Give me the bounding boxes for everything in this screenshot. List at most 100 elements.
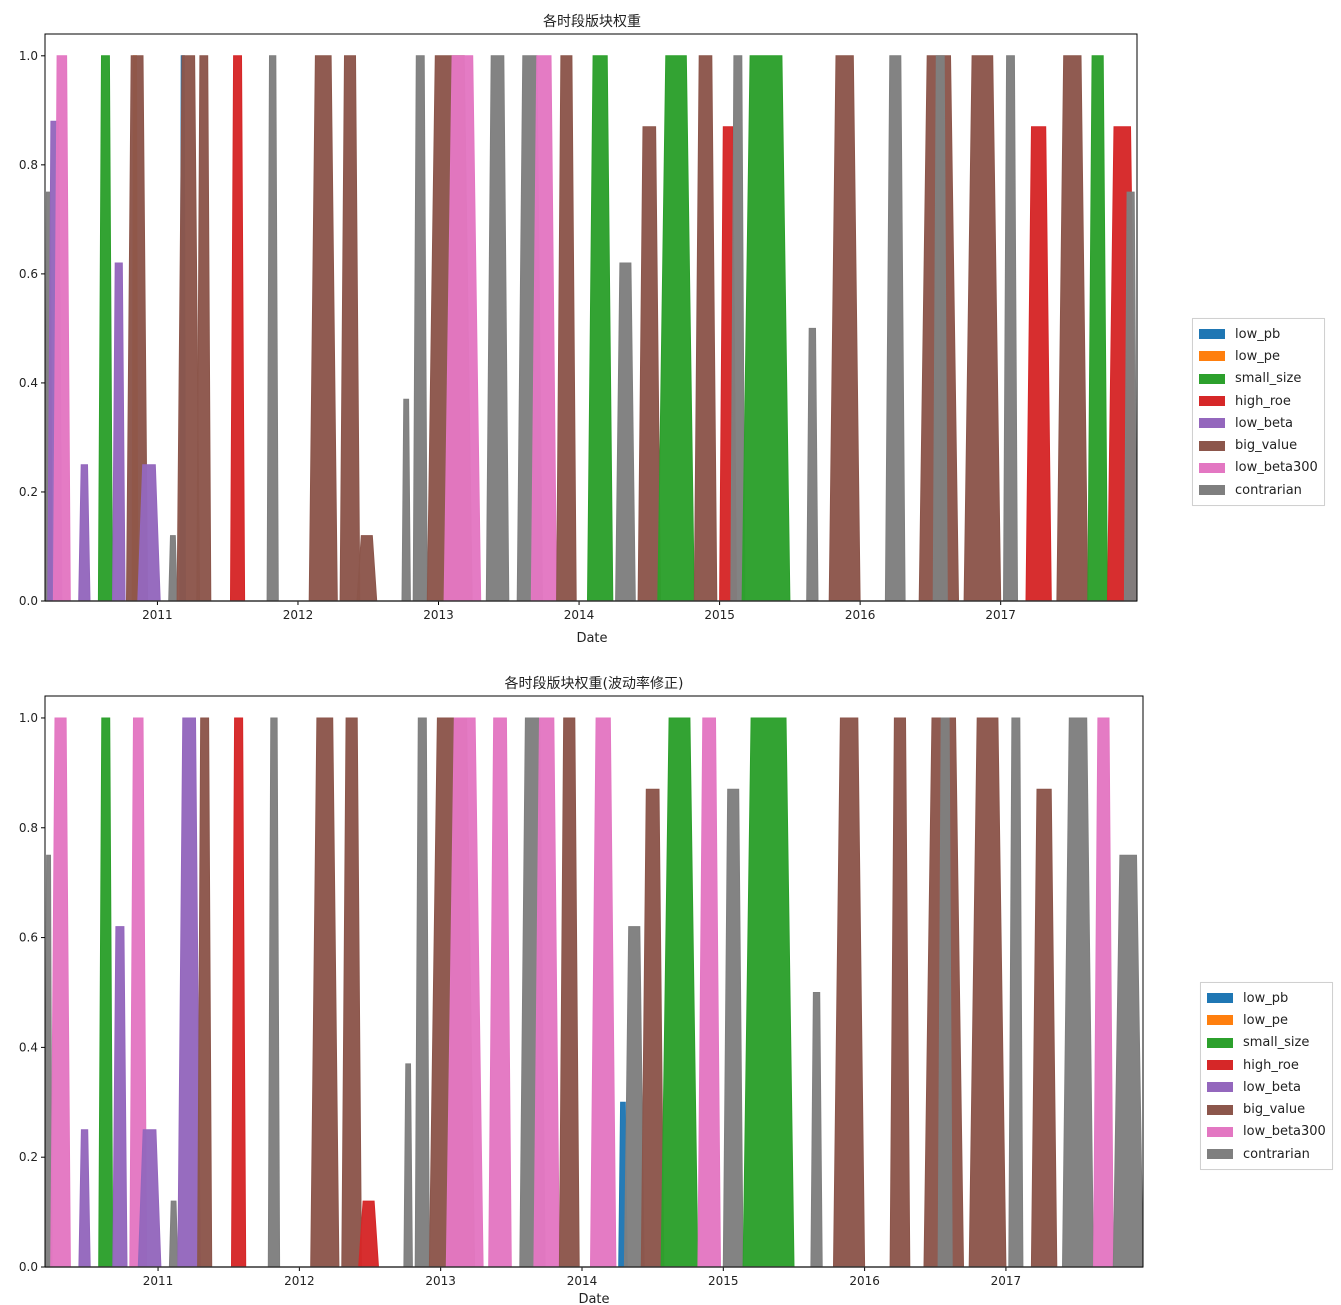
x-tick-label: 2012 [284,1274,315,1288]
legend-label: low_pb [1235,326,1281,342]
legend-item-low-beta: low_beta [1199,412,1318,434]
legend-label: big_value [1235,438,1298,454]
y-tick-label: 0.0 [19,594,38,608]
area-segment-low-beta [78,464,91,602]
y-tick-label: 0.6 [19,931,38,945]
x-tick-label: 2015 [704,608,735,622]
legend-label: low_pe [1243,1012,1288,1028]
legend-swatch [1207,1082,1233,1093]
y-tick-label: 0.2 [19,485,38,499]
area-segment-contrarian [806,327,819,602]
legend-swatch [1207,1060,1233,1071]
y-tick-label: 0.4 [19,376,38,390]
legend-swatch [1199,396,1225,407]
legend-swatch [1199,485,1225,496]
area-segment-contrarian [401,398,411,602]
chart-title: 各时段版块权重 [543,14,641,30]
x-axis-label: Date [578,1292,609,1305]
legend-item-low-pe: low_pe [1207,1009,1326,1031]
x-tick-label: 2017 [985,608,1016,622]
x-tick-label: 2012 [283,608,314,622]
legend-swatch [1199,440,1225,451]
x-tick-label: 2017 [991,1274,1022,1288]
legend-item-low-beta300: low_beta300 [1199,457,1318,479]
legend-item-low-pb: low_pb [1207,987,1326,1009]
chart-legend-top: low_pb low_pe small_size high_roe low_be… [1192,318,1325,507]
x-axis-label: Date [576,631,607,646]
legend-swatch [1199,373,1225,384]
area-segment-low-beta [78,1129,91,1268]
x-tick-label: 2015 [708,1274,739,1288]
legend-swatch [1199,462,1225,473]
chart-panel-bottom: 各时段版块权重(波动率修正) Date 0.0 0.2 0.4 0.6 0.8 1.0 2… [0,660,1341,1305]
legend-item-low-pe: low_pe [1199,345,1318,367]
x-tick-label: 2013 [425,1274,456,1288]
y-tick-label: 0.4 [19,1040,38,1054]
legend-swatch [1199,329,1225,340]
y-tick-label: 1.0 [19,49,38,63]
legend-item-high-roe: high_roe [1207,1054,1326,1076]
legend-label: low_pb [1243,990,1289,1006]
area-segment-contrarian [403,1063,413,1268]
x-tick-label: 2014 [564,608,595,622]
legend-swatch [1207,1015,1233,1026]
legend-swatch [1199,418,1225,429]
legend-item-contrarian: contrarian [1199,479,1318,501]
area-segment-contrarian [810,992,823,1268]
legend-swatch [1207,1104,1233,1115]
chart-panel-top: 各时段版块权重 Date 0.0 0.2 0.4 0.6 0.8 1.0 2011 2012… [0,0,1341,650]
legend-label: low_beta [1235,415,1294,431]
legend-label: high_roe [1243,1057,1299,1073]
axes-frame [44,695,1144,1268]
y-tick-label: 0.6 [19,267,38,281]
x-tick-label: 2016 [845,608,876,622]
legend-label: contrarian [1235,482,1302,498]
legend-label: contrarian [1243,1146,1310,1162]
legend-label: small_size [1235,371,1302,387]
legend-item-high-roe: high_roe [1199,390,1318,412]
y-tick-label: 0.0 [19,1260,38,1274]
legend-swatch [1207,1149,1233,1160]
x-tick-label: 2011 [143,1274,174,1288]
legend-item-big-value: big_value [1207,1098,1326,1120]
area-segment-contrarian [267,717,281,1268]
axes-frame [44,33,1138,602]
area-segment-low-beta [111,262,126,602]
legend-swatch [1207,1037,1233,1048]
legend-swatch [1199,351,1225,362]
area-segment-small-size [742,717,795,1268]
area-segment-contrarian [1123,191,1138,602]
legend-label: big_value [1243,1102,1306,1118]
y-tick-label: 0.8 [19,158,38,172]
legend-label: low_pe [1235,348,1280,364]
area-segment-contrarian [266,55,279,602]
legend-item-low-beta300: low_beta300 [1207,1121,1326,1143]
y-tick-label: 0.8 [19,821,38,835]
x-tick-label: 2016 [849,1274,880,1288]
legend-label: low_beta300 [1243,1124,1326,1140]
legend-label: small_size [1243,1035,1310,1051]
x-tick-label: 2014 [567,1274,598,1288]
area-segment-small-size [741,55,791,602]
legend-swatch [1207,993,1233,1004]
chart-legend-bottom: low_pb low_pe small_size high_roe low_be… [1200,982,1333,1171]
legend-label: high_roe [1235,393,1291,409]
legend-item-small-size: small_size [1207,1032,1326,1054]
x-tick-label: 2013 [423,608,454,622]
y-tick-label: 1.0 [19,711,38,725]
area-segment-contrarian [168,1200,179,1268]
legend-item-big-value: big_value [1199,434,1318,456]
stacked-area-chart-top: 各时段版块权重 Date 0.0 0.2 0.4 0.6 0.8 1.0 2011 2012… [19,14,1138,646]
y-tick-label: 0.2 [19,1150,38,1164]
legend-label: low_beta300 [1235,460,1318,476]
x-tick-label: 2011 [142,608,173,622]
legend-label: low_beta [1243,1079,1302,1095]
legend-swatch [1207,1126,1233,1137]
area-segment-contrarian [168,535,178,602]
legend-item-low-pb: low_pb [1199,323,1318,345]
chart-title: 各时段版块权重(波动率修正) [505,675,684,692]
legend-item-small-size: small_size [1199,368,1318,390]
legend-item-low-beta: low_beta [1207,1076,1326,1098]
stacked-area-chart-bottom: 各时段版块权重(波动率修正) Date 0.0 0.2 0.4 0.6 0.8 1.0 2… [19,675,1144,1305]
legend-item-contrarian: contrarian [1207,1143,1326,1165]
